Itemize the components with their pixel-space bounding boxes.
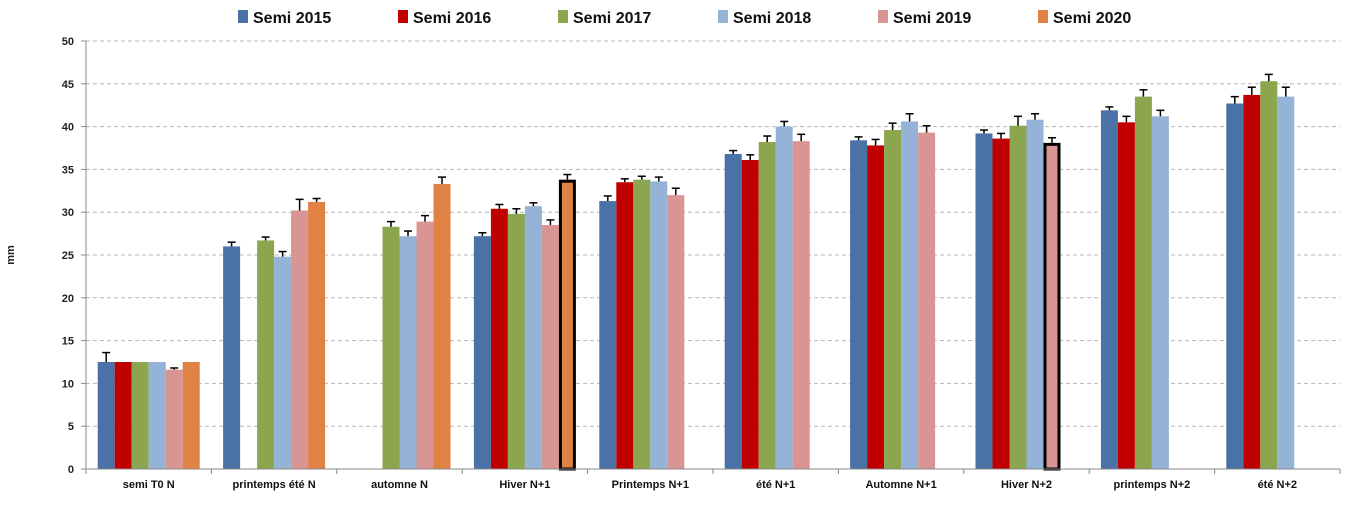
bar [382,226,400,469]
legend-label: Semi 2015 [253,10,331,27]
legend-label: Semi 2016 [413,10,491,27]
bar [274,256,292,469]
bars [97,73,1295,471]
bar [850,140,868,469]
bar [165,369,183,469]
bar [524,206,542,469]
x-axis-labels: semi T0 N printemps été N automne N Hiver N… [85,469,1341,491]
bar [1151,116,1169,469]
x-tick-label: été N+2 [1258,479,1297,491]
bar [1100,110,1118,469]
bar [1043,142,1061,471]
bar [308,201,326,470]
bar [599,201,617,469]
y-axis-ticks: 0 5 10 15 20 25 30 35 40 45 50 [62,36,86,476]
y-tick-label: 25 [62,250,74,262]
legend-swatch [718,10,728,23]
x-tick-label: Printemps N+1 [612,479,689,491]
bar [97,362,115,469]
legend-label: Semi 2020 [1053,10,1131,27]
bar [884,130,902,470]
bar [901,121,919,470]
y-tick-label: 15 [62,336,74,348]
bar [633,179,651,469]
legend-swatch [558,10,568,23]
bar [975,133,993,469]
legend-swatch [238,10,248,23]
y-tick-label: 20 [62,293,74,305]
bar [867,145,885,469]
bar [1117,122,1135,469]
y-tick-label: 30 [62,207,74,219]
bar [182,362,200,469]
bar [1243,94,1261,469]
bar [541,225,559,469]
x-tick-label: semi T0 N [123,479,175,491]
bar [399,236,417,469]
x-tick-label: automne N [371,479,428,491]
bar [758,142,776,469]
bar [741,159,759,469]
bar [257,240,275,469]
bar [416,221,434,469]
y-tick-label: 5 [68,421,74,433]
bar [507,213,525,469]
bar [433,183,451,469]
bar [1277,96,1295,469]
bar [724,153,742,469]
bar [558,179,576,471]
bar [1226,103,1244,469]
legend-swatch [878,10,888,23]
x-tick-label: printemps été N [233,479,316,491]
bar [291,210,309,469]
y-tick-label: 35 [62,164,74,176]
bar [1260,81,1278,470]
x-tick-label: printemps N+2 [1114,479,1191,491]
y-axis-label: mm [5,245,17,265]
bar [667,195,685,469]
bar [1026,119,1044,469]
bar [131,362,149,469]
y-tick-label: 50 [62,36,74,48]
bar [992,138,1010,470]
legend: Semi 2015 Semi 2016 Semi 2017 Semi 2018 Semi… [238,10,1131,27]
bar [775,126,793,469]
x-tick-label: Hiver N+1 [499,479,550,491]
y-tick-label: 10 [62,378,74,390]
bar [223,246,241,469]
x-tick-label: été N+1 [756,479,795,491]
legend-label: Semi 2017 [573,10,651,27]
bar [792,141,810,470]
x-tick-label: Hiver N+2 [1001,479,1052,491]
legend-swatch [398,10,408,23]
x-tick-label: Automne N+1 [865,479,936,491]
bar [918,132,936,470]
legend-swatch [1038,10,1048,23]
y-tick-label: 40 [62,122,74,134]
bar [490,208,508,469]
y-tick-label: 45 [62,79,74,91]
bar [148,362,166,469]
bar [1009,125,1027,469]
bar [1134,96,1152,469]
legend-label: Semi 2018 [733,10,811,27]
y-tick-label: 0 [68,464,74,476]
bar [114,362,132,469]
bar [650,181,668,469]
bar [473,236,491,469]
legend-label: Semi 2019 [893,10,971,27]
bar [616,182,634,470]
